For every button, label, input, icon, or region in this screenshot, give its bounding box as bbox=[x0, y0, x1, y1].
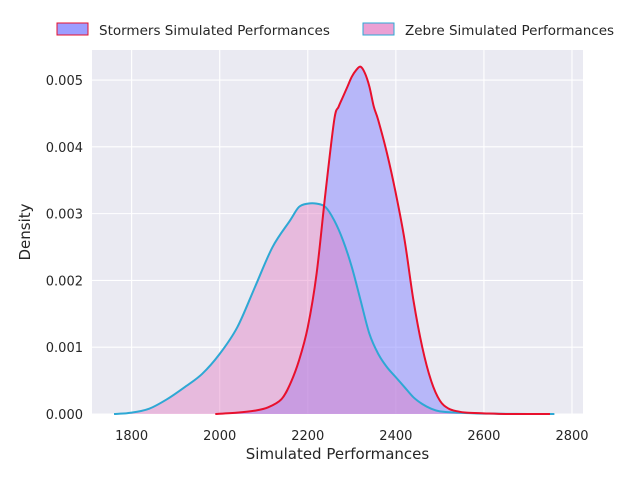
x-tick-label: 2800 bbox=[555, 429, 588, 444]
y-axis-label: Density bbox=[16, 203, 34, 260]
x-axis-ticks: 1800 2000 2200 2400 2600 2800 bbox=[115, 429, 588, 444]
x-tick-label: 2000 bbox=[203, 429, 236, 444]
zebre-legend-label: Zebre Simulated Performances bbox=[405, 23, 614, 39]
y-axis-ticks: 0.000 0.001 0.002 0.003 0.004 0.005 bbox=[46, 74, 83, 423]
x-axis-label: Simulated Performances bbox=[246, 445, 430, 463]
y-tick-label: 0.003 bbox=[46, 208, 83, 223]
x-tick-label: 2400 bbox=[379, 429, 412, 444]
y-tick-label: 0.002 bbox=[46, 274, 83, 289]
density-areas bbox=[114, 66, 555, 414]
legend: Stormers Simulated Performances Zebre Sim… bbox=[56, 22, 614, 39]
stormers-legend-label: Stormers Simulated Performances bbox=[99, 23, 330, 39]
stormers-density-area bbox=[215, 66, 550, 414]
y-tick-label: 0.001 bbox=[46, 341, 83, 356]
x-tick-label: 2600 bbox=[467, 429, 500, 444]
y-tick-label: 0.004 bbox=[46, 141, 83, 156]
zebre-density-line bbox=[113, 202, 555, 415]
zebre-density-area bbox=[114, 203, 555, 414]
zebre-legend-swatch bbox=[362, 22, 395, 36]
x-tick-label: 1800 bbox=[115, 429, 148, 444]
stormers-density-line bbox=[215, 65, 550, 415]
y-tick-label: 0.005 bbox=[46, 74, 83, 89]
y-tick-label: 0.000 bbox=[46, 408, 83, 423]
x-tick-label: 2200 bbox=[291, 429, 324, 444]
stormers-legend-swatch bbox=[56, 22, 89, 36]
density-lines bbox=[113, 65, 555, 415]
